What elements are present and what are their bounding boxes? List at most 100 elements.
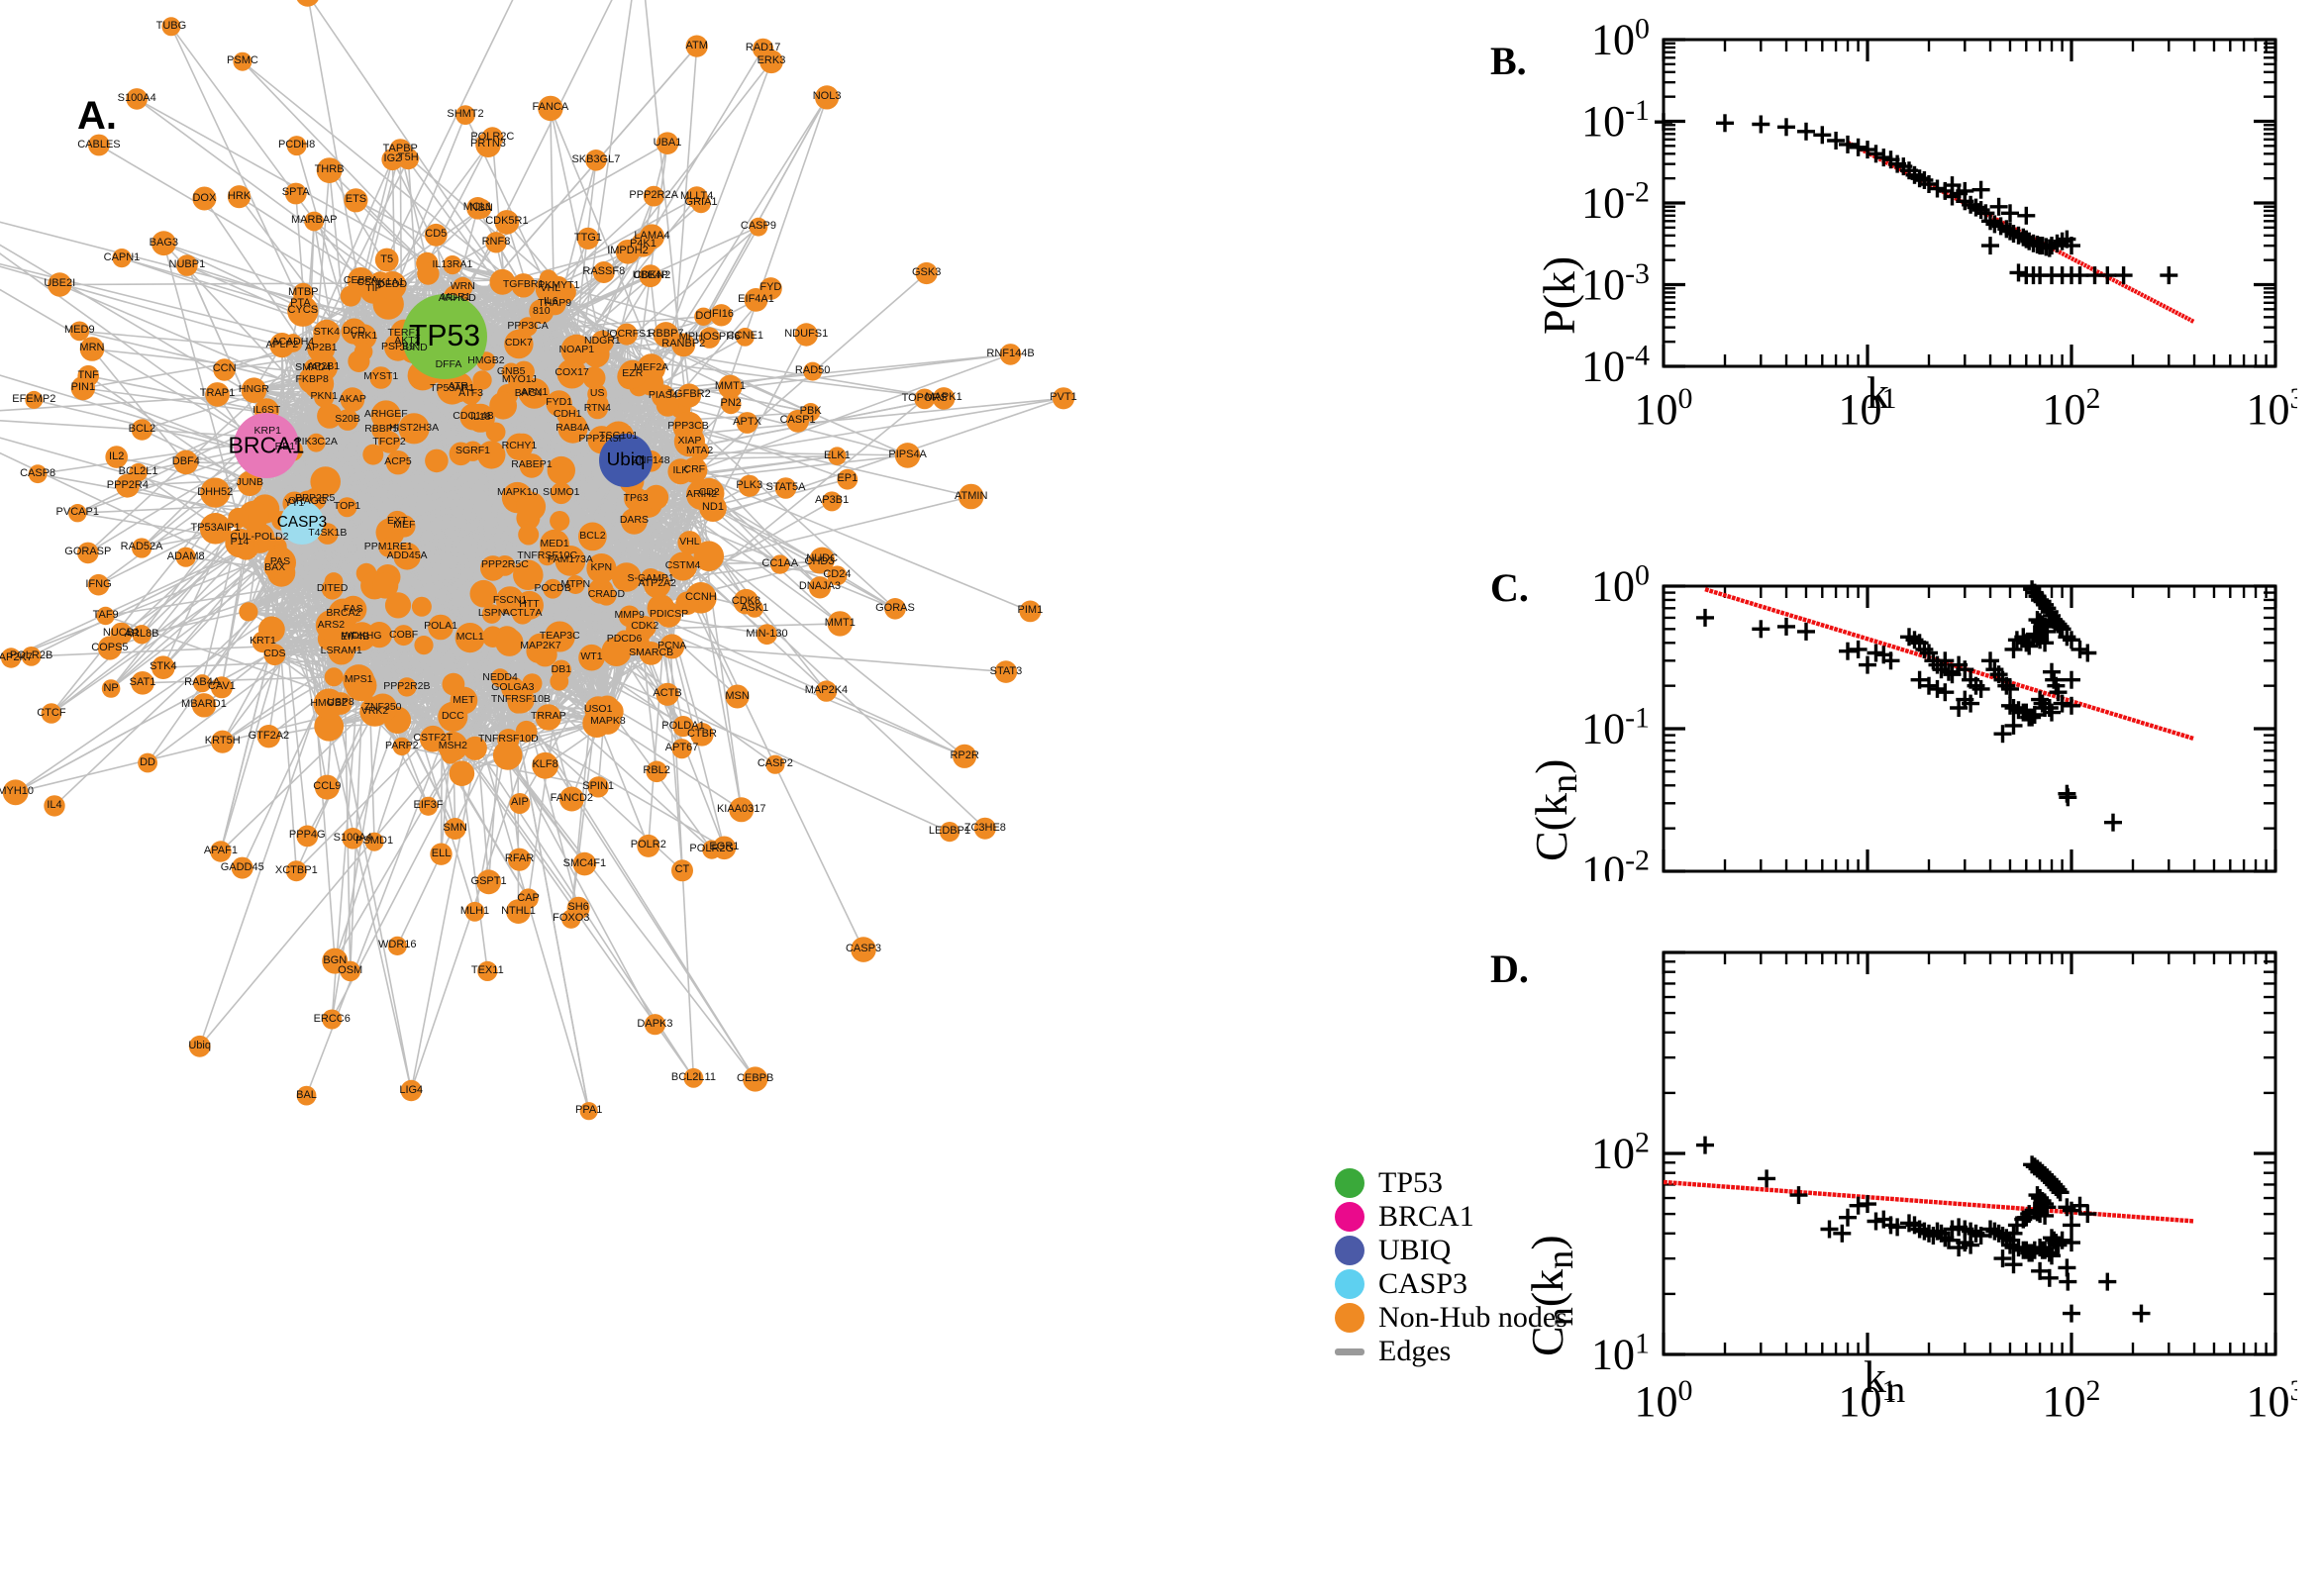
network-node[interactable] <box>585 150 607 171</box>
network-node[interactable] <box>507 686 535 714</box>
network-node[interactable] <box>313 319 341 348</box>
network-node[interactable] <box>132 625 152 645</box>
network-node[interactable] <box>851 937 876 962</box>
network-node[interactable] <box>417 262 440 285</box>
network-node[interactable] <box>304 211 325 232</box>
network-node[interactable] <box>538 547 557 566</box>
network-node[interactable] <box>459 383 482 405</box>
network-node[interactable] <box>414 636 434 655</box>
network-node[interactable] <box>576 227 600 249</box>
network-node[interactable] <box>105 446 128 468</box>
network-node[interactable] <box>131 671 154 695</box>
network-node[interactable] <box>472 370 492 390</box>
network-node[interactable] <box>296 825 319 848</box>
network-node[interactable] <box>428 614 454 641</box>
network-node[interactable] <box>729 797 755 823</box>
network-node[interactable] <box>175 547 196 567</box>
network-node[interactable] <box>372 572 399 599</box>
network-node[interactable] <box>999 344 1022 365</box>
network-node[interactable] <box>939 822 960 843</box>
network-node[interactable] <box>668 551 697 581</box>
network-node[interactable] <box>441 746 459 764</box>
network-node[interactable] <box>425 449 449 473</box>
network-node[interactable] <box>615 240 641 264</box>
network-node[interactable] <box>953 744 977 768</box>
network-node[interactable] <box>96 606 115 626</box>
network-node[interactable] <box>822 491 843 512</box>
network-node[interactable] <box>129 462 148 482</box>
network-node[interactable] <box>656 602 682 628</box>
network-node[interactable] <box>449 760 475 786</box>
network-node[interactable] <box>464 901 485 922</box>
network-node[interactable] <box>558 786 584 812</box>
network-node[interactable] <box>505 433 534 460</box>
network-node[interactable] <box>453 276 473 298</box>
network-node[interactable] <box>176 254 198 276</box>
network-node[interactable] <box>637 834 660 857</box>
network-node[interactable] <box>476 869 501 895</box>
network-node[interactable] <box>359 696 390 727</box>
network-node[interactable] <box>110 622 133 645</box>
network-node[interactable] <box>507 369 531 392</box>
network-node[interactable] <box>914 388 936 410</box>
network-node[interactable] <box>485 422 506 443</box>
network-node[interactable] <box>77 364 99 387</box>
network-node[interactable] <box>454 623 485 653</box>
network-node[interactable] <box>225 528 254 558</box>
network-node[interactable] <box>994 660 1018 683</box>
network-node[interactable] <box>738 474 760 497</box>
network-node[interactable] <box>579 1102 598 1121</box>
network-node[interactable] <box>509 793 531 814</box>
network-node[interactable] <box>565 575 585 594</box>
network-node[interactable] <box>400 1079 422 1102</box>
network-node[interactable] <box>656 132 679 154</box>
network-node[interactable] <box>671 859 693 882</box>
network-node[interactable] <box>555 546 586 576</box>
network-node[interactable] <box>932 387 956 410</box>
network-node[interactable] <box>322 1009 343 1030</box>
network-node[interactable] <box>894 443 921 468</box>
network-node[interactable] <box>958 483 984 510</box>
network-node[interactable] <box>374 248 399 272</box>
network-node[interactable] <box>489 391 517 420</box>
network-node[interactable] <box>263 644 286 666</box>
network-node[interactable] <box>228 507 249 529</box>
network-node[interactable] <box>538 95 563 122</box>
network-node[interactable] <box>313 688 345 720</box>
network-node[interactable] <box>518 317 538 337</box>
network-node[interactable] <box>757 624 777 646</box>
network-node[interactable] <box>462 736 487 760</box>
network-node[interactable] <box>369 366 393 389</box>
network-node[interactable] <box>560 334 593 366</box>
network-node[interactable] <box>393 543 421 570</box>
network-node[interactable] <box>543 578 563 599</box>
network-node[interactable] <box>337 409 358 431</box>
network-node[interactable] <box>504 329 534 359</box>
network-node[interactable] <box>1052 387 1075 410</box>
network-node[interactable] <box>759 277 782 300</box>
network-node[interactable] <box>809 547 835 573</box>
network-node[interactable] <box>676 383 702 408</box>
network-node[interactable] <box>321 578 344 600</box>
network-node[interactable] <box>736 412 758 434</box>
network-node[interactable] <box>725 684 750 709</box>
network-node[interactable] <box>444 818 466 840</box>
network-node[interactable] <box>618 359 647 389</box>
network-node[interactable] <box>815 680 838 702</box>
network-node[interactable] <box>101 679 121 698</box>
hub-node-brca1[interactable] <box>234 413 299 478</box>
network-node[interactable] <box>41 703 62 724</box>
network-node[interactable] <box>526 639 551 663</box>
network-node[interactable] <box>743 1066 768 1092</box>
network-node[interactable] <box>362 444 384 465</box>
network-node[interactable] <box>344 188 368 213</box>
network-node[interactable] <box>582 366 606 390</box>
network-node[interactable] <box>256 725 281 748</box>
network-node[interactable] <box>572 851 597 876</box>
hub-node-casp3[interactable] <box>280 501 324 545</box>
network-node[interactable] <box>535 704 561 731</box>
network-node[interactable] <box>138 752 158 773</box>
network-node[interactable] <box>126 88 148 110</box>
network-node[interactable] <box>693 541 725 571</box>
network-node[interactable] <box>328 638 355 665</box>
